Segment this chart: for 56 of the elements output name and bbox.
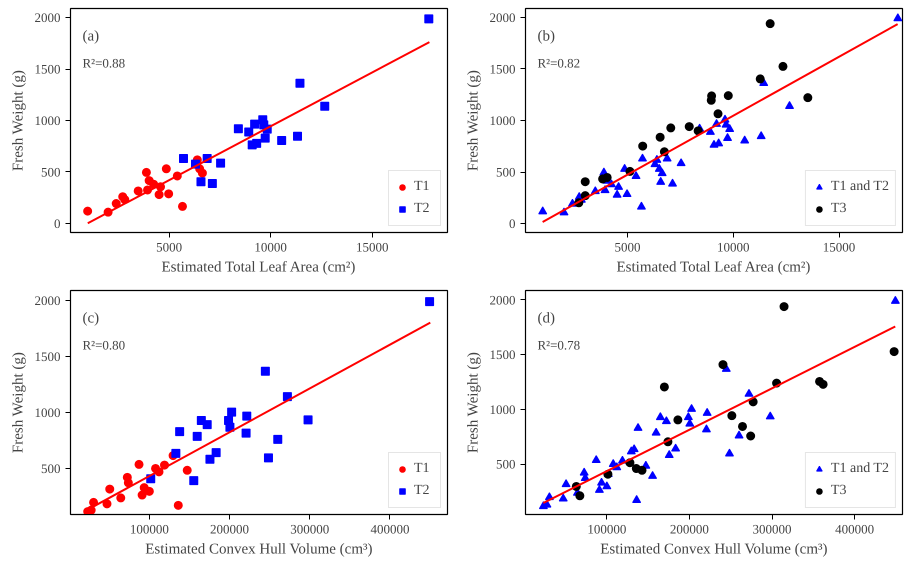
x-tick-label: 5000 xyxy=(614,240,640,254)
annotation: (d) xyxy=(538,310,555,326)
x-tick-label: 100000 xyxy=(130,522,169,536)
x-tick-label: 400000 xyxy=(370,522,410,536)
legend-label: T1 and T2 xyxy=(830,179,889,195)
x-axis-title: Estimated Total Leaf Area (cm²) xyxy=(161,260,356,276)
y-tick-label: 500 xyxy=(41,164,60,180)
y-tick-label: 500 xyxy=(41,460,60,476)
y-tick-label: 1500 xyxy=(490,61,516,76)
legend-label: T2 xyxy=(414,483,431,499)
x-tick-label: 5000 xyxy=(156,240,182,254)
legend-label: T1 xyxy=(414,461,431,477)
x-tick-label: 100000 xyxy=(587,522,626,536)
y-tick-label: 1500 xyxy=(490,347,516,362)
legend-label: T2 xyxy=(414,201,431,217)
legend-label: T1 and T2 xyxy=(830,461,889,477)
x-tick-label: 200000 xyxy=(210,522,250,536)
y-axis-title: Fresh Weight (g) xyxy=(466,352,482,454)
y-tick-label: 500 xyxy=(496,164,516,180)
y-tick-label: 1000 xyxy=(490,402,516,417)
x-tick-label: 10000 xyxy=(717,240,750,254)
y-tick-label: 2000 xyxy=(34,292,60,308)
legend-label: T3 xyxy=(830,483,848,499)
x-tick-label: 400000 xyxy=(835,522,874,536)
legend-label: T1 xyxy=(414,179,431,195)
annotation: R²=0.80 xyxy=(82,338,126,352)
x-axis-title: Estimated Convex Hull Volume (cm³) xyxy=(600,542,828,558)
annotation: R²=0.78 xyxy=(538,338,580,352)
y-tick-label: 0 xyxy=(509,216,516,232)
annotation: R²=0.82 xyxy=(538,56,580,70)
x-tick-label: 200000 xyxy=(670,522,709,536)
y-tick-label: 1500 xyxy=(34,62,60,77)
annotation: (c) xyxy=(82,310,100,326)
x-tick-label: 300000 xyxy=(290,522,330,536)
y-tick-label: 2000 xyxy=(490,10,516,25)
x-axis-title: Estimated Convex Hull Volume (cm³) xyxy=(145,542,372,558)
annotation: R²=0.88 xyxy=(82,56,126,70)
x-tick-label: 15000 xyxy=(356,240,389,254)
y-axis-title: Fresh Weight (g) xyxy=(10,70,26,172)
y-axis-title: Fresh Weight (g) xyxy=(466,70,482,172)
y-tick-label: 1500 xyxy=(34,348,60,364)
y-tick-label: 1000 xyxy=(34,113,60,128)
y-tick-label: 0 xyxy=(54,216,60,231)
y-tick-label: 1000 xyxy=(490,113,516,128)
y-axis-title: Fresh Weight (g) xyxy=(10,352,26,454)
y-tick-label: 2000 xyxy=(34,10,60,26)
x-tick-label: 15000 xyxy=(822,240,856,254)
y-tick-label: 500 xyxy=(496,456,516,472)
x-tick-label: 10000 xyxy=(254,240,287,254)
annotation: (b) xyxy=(538,28,555,44)
x-tick-label: 300000 xyxy=(752,522,792,536)
y-tick-label: 2000 xyxy=(490,292,516,308)
y-tick-label: 1000 xyxy=(34,404,60,420)
x-axis-title: Estimated Total Leaf Area (cm²) xyxy=(616,260,810,276)
legend-label: T3 xyxy=(830,201,848,217)
annotation: (a) xyxy=(82,28,100,44)
